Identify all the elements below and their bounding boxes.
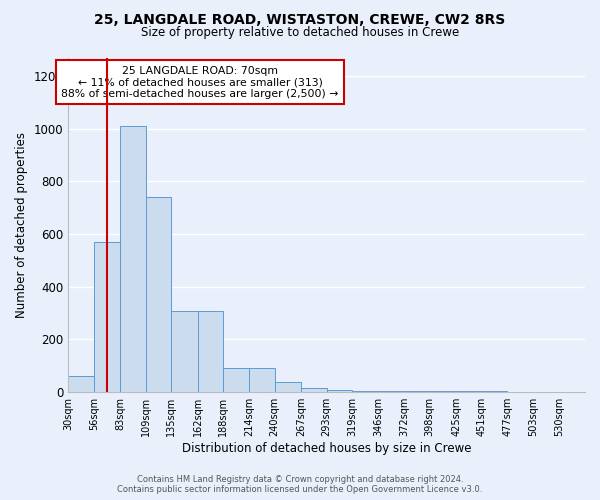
Bar xyxy=(430,391,456,392)
Text: 25 LANGDALE ROAD: 70sqm
← 11% of detached houses are smaller (313)
88% of semi-d: 25 LANGDALE ROAD: 70sqm ← 11% of detache… xyxy=(61,66,338,99)
Bar xyxy=(146,197,172,392)
Bar xyxy=(482,391,508,392)
Bar xyxy=(352,391,379,392)
Bar xyxy=(326,390,352,392)
Bar xyxy=(301,388,326,392)
Bar xyxy=(379,391,404,392)
Y-axis label: Number of detached properties: Number of detached properties xyxy=(15,132,28,318)
Bar xyxy=(404,391,430,392)
Bar xyxy=(223,368,249,392)
Text: 25, LANGDALE ROAD, WISTASTON, CREWE, CW2 8RS: 25, LANGDALE ROAD, WISTASTON, CREWE, CW2… xyxy=(94,12,506,26)
Bar xyxy=(172,310,198,392)
Bar xyxy=(456,391,482,392)
Bar xyxy=(94,242,120,392)
Bar xyxy=(275,382,301,392)
Bar xyxy=(198,310,223,392)
Text: Size of property relative to detached houses in Crewe: Size of property relative to detached ho… xyxy=(141,26,459,39)
Text: Contains HM Land Registry data © Crown copyright and database right 2024.
Contai: Contains HM Land Registry data © Crown c… xyxy=(118,474,482,494)
Bar xyxy=(120,126,146,392)
Bar xyxy=(249,368,275,392)
Bar xyxy=(68,376,94,392)
X-axis label: Distribution of detached houses by size in Crewe: Distribution of detached houses by size … xyxy=(182,442,472,455)
